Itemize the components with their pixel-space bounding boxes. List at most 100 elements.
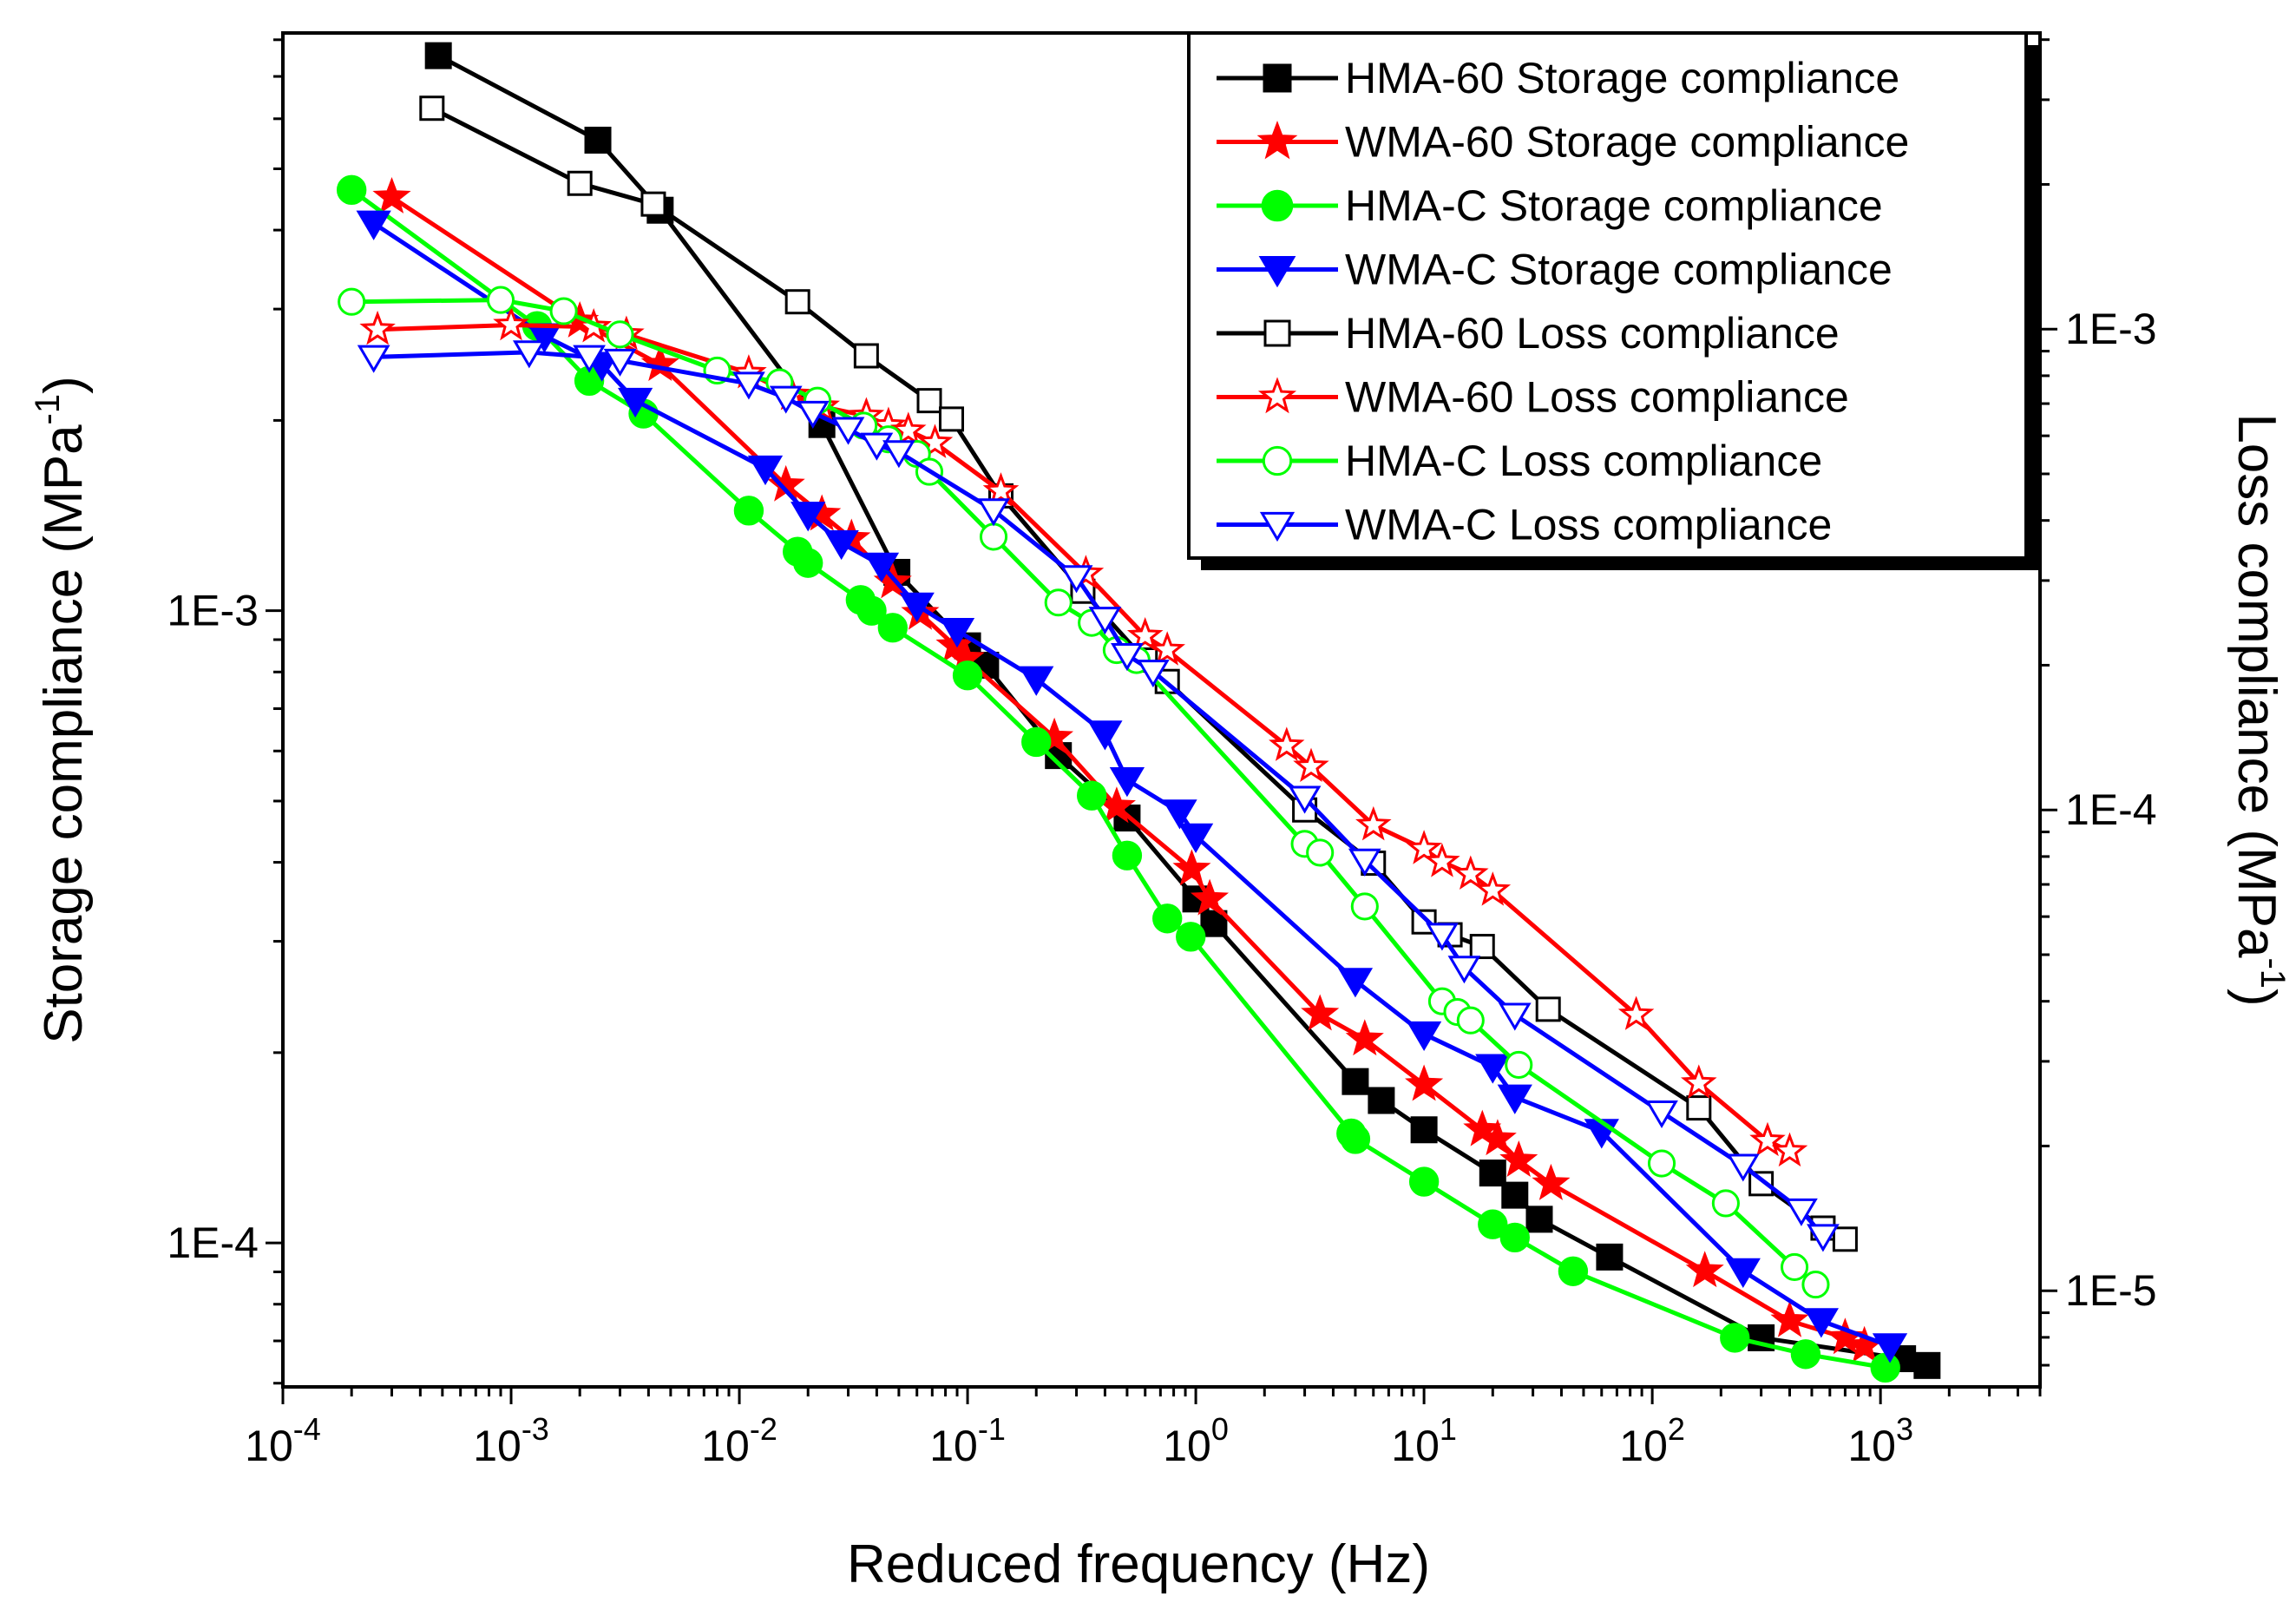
- series-7-point: [606, 320, 634, 349]
- x-tick-label: 10-3: [473, 1411, 549, 1470]
- series-6-point: [1681, 1064, 1717, 1099]
- series-3-point: [1408, 1166, 1440, 1197]
- series-1-point: [1913, 1351, 1941, 1379]
- series-8-point: [882, 440, 915, 469]
- series-4-point: [1109, 766, 1145, 798]
- x-tick-exponent: -1: [978, 1411, 1006, 1447]
- series-8-point: [357, 345, 390, 373]
- y-axis-title-right: Loss compliance (MPa-1): [2227, 413, 2292, 1006]
- legend-marker: [1258, 255, 1296, 288]
- x-tick-exponent: 0: [1211, 1411, 1229, 1447]
- series-8-point: [1498, 1002, 1532, 1031]
- x-tick-base: 10: [1847, 1422, 1896, 1470]
- series-4-point: [823, 529, 859, 561]
- series-3-point: [856, 595, 887, 626]
- x-tick-base: 10: [473, 1422, 522, 1470]
- series-group: [336, 42, 1941, 1383]
- legend-entry: HMA-C Storage compliance: [1217, 181, 1883, 230]
- series-4-point: [863, 552, 900, 582]
- x-tick-base: 10: [245, 1422, 293, 1470]
- x-tick-base: 10: [1619, 1422, 1668, 1470]
- series-8-point: [769, 385, 803, 414]
- legend-marker: [1256, 121, 1298, 160]
- x-tick-base: 10: [929, 1422, 978, 1470]
- x-tick-label: 10-4: [245, 1411, 321, 1470]
- series-2-point: [640, 344, 679, 381]
- series-8-point: [1645, 1100, 1678, 1129]
- series-4-point: [1337, 968, 1374, 998]
- series-4-point: [747, 455, 784, 486]
- series-8-point: [860, 432, 894, 461]
- series-7-point: [338, 287, 366, 316]
- series-7-point: [486, 286, 515, 314]
- series-4: [356, 210, 1908, 1363]
- series-4-point: [1497, 1084, 1532, 1114]
- series-4-point: [618, 387, 653, 418]
- series-6-point: [890, 411, 927, 446]
- series-7-point: [1647, 1149, 1676, 1178]
- series-8-point: [1348, 848, 1381, 877]
- series-7-point: [979, 522, 1008, 551]
- x-tick-label: 102: [1619, 1411, 1685, 1470]
- legend-box: [1187, 31, 2028, 560]
- series-6-point: [1355, 805, 1392, 841]
- series-8-point: [732, 371, 765, 400]
- series-2-point: [1478, 1119, 1517, 1156]
- y-right-tick-label: 1E-3: [2065, 305, 2157, 353]
- series-4-point: [1406, 1021, 1442, 1052]
- series-2-point: [1499, 1140, 1538, 1177]
- legend-entry: HMA-60 Storage compliance: [1217, 54, 1899, 102]
- series-6-point: [1293, 747, 1329, 783]
- series-6-point: [1406, 830, 1442, 864]
- y-axis-title-right-main: Loss compliance (MPa: [2227, 413, 2286, 958]
- series-2-point: [1172, 849, 1211, 886]
- series-4-point: [1019, 666, 1054, 696]
- series-8-point: [1088, 607, 1122, 635]
- series-8: [357, 340, 1840, 1252]
- series-3-point: [1870, 1352, 1900, 1383]
- y-left-tick-label: 1E-4: [167, 1219, 259, 1267]
- series-1-point: [1596, 1243, 1624, 1271]
- series-5-point: [640, 191, 666, 217]
- series-3-point: [1478, 1209, 1508, 1239]
- series-4-point: [1087, 720, 1123, 751]
- series-5-point: [419, 95, 445, 122]
- legend-marker: [1257, 377, 1297, 414]
- series-2-point: [1532, 1163, 1571, 1200]
- legend: HMA-60 Storage compliance WMA-60 Storage …: [1187, 31, 2038, 570]
- legend-label: WMA-60 Loss compliance: [1345, 373, 1849, 422]
- x-tick-exponent: -3: [522, 1411, 549, 1447]
- series-1-point: [1342, 1068, 1369, 1095]
- series-4-point: [1475, 1054, 1511, 1084]
- series-7-point: [1781, 1252, 1809, 1282]
- series-1-point: [1525, 1206, 1553, 1233]
- series-5-point: [567, 170, 593, 196]
- series-3-point: [952, 660, 983, 691]
- series-6-point: [1126, 617, 1164, 652]
- series-7-point: [1044, 588, 1073, 617]
- series-4-point: [356, 210, 391, 240]
- series-8-point: [1726, 1153, 1760, 1182]
- x-tick-base: 10: [701, 1422, 750, 1470]
- series-7-point: [1711, 1189, 1740, 1218]
- series-6-point: [1424, 843, 1460, 877]
- series-1-point: [584, 126, 612, 154]
- series-3-point: [793, 548, 823, 578]
- series-7-point: [1306, 838, 1335, 867]
- series-1-point: [1501, 1181, 1529, 1209]
- series-2-point: [1685, 1251, 1724, 1288]
- series-2-point: [1191, 878, 1230, 916]
- series-6-point: [1453, 855, 1489, 890]
- series-5-point: [1686, 1095, 1712, 1121]
- series-6-point: [1474, 871, 1512, 906]
- series-3-point: [1790, 1339, 1821, 1370]
- x-tick-label: 10-2: [701, 1411, 777, 1470]
- legend-marker: [1263, 63, 1292, 93]
- series-8-point: [1447, 956, 1481, 984]
- legend-label: HMA-C Storage compliance: [1345, 181, 1883, 230]
- series-6-point: [1771, 1132, 1808, 1167]
- series-8-point: [603, 348, 637, 377]
- series-3-point: [1076, 780, 1107, 811]
- legend-label: WMA-60 Storage compliance: [1345, 118, 1909, 167]
- y-left-tick-label: 1E-3: [167, 587, 259, 635]
